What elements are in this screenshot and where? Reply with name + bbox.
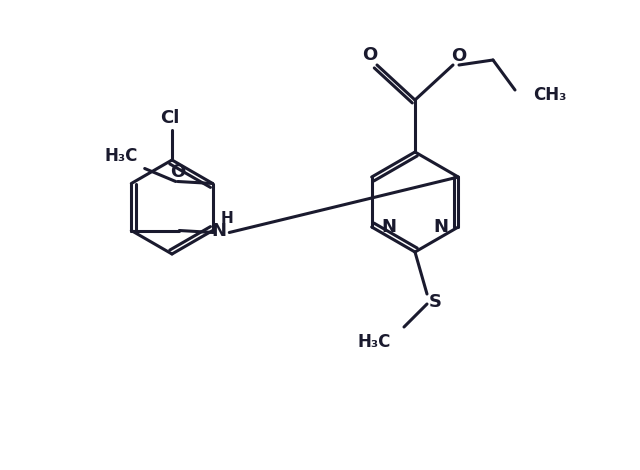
Text: CH₃: CH₃ [533, 86, 566, 104]
Text: O: O [170, 163, 186, 180]
Text: H₃C: H₃C [358, 333, 391, 351]
Text: N: N [381, 218, 397, 236]
Text: H₃C: H₃C [104, 147, 138, 164]
Text: N: N [433, 218, 448, 236]
Text: Cl: Cl [160, 109, 180, 127]
Text: N: N [212, 221, 227, 240]
Text: H: H [221, 211, 234, 226]
Text: O: O [451, 47, 467, 65]
Text: S: S [429, 293, 442, 311]
Text: O: O [362, 46, 378, 64]
